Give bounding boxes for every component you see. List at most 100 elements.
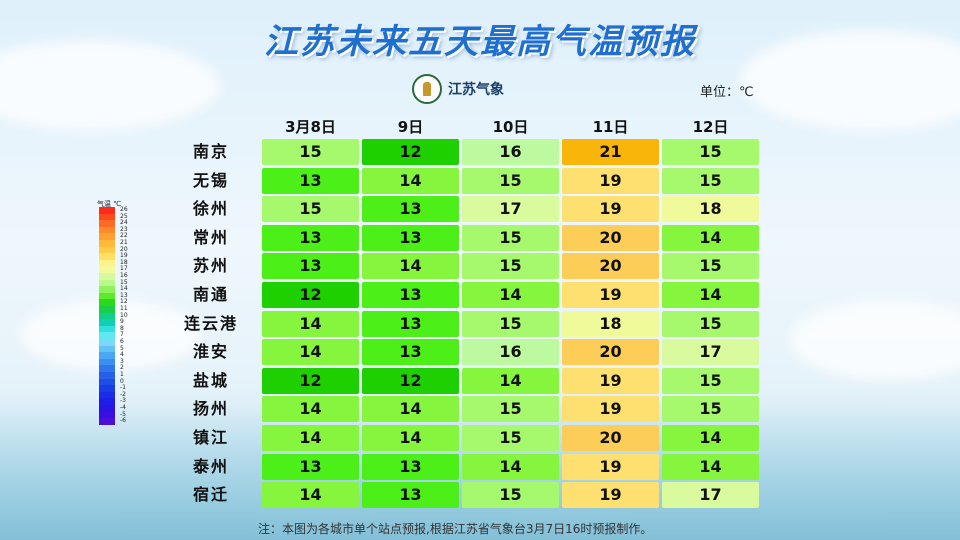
legend-color-step [99, 286, 115, 293]
temperature-cell: 15 [262, 139, 359, 165]
temperature-cell: 13 [362, 224, 459, 251]
legend-label: 17 [120, 265, 128, 273]
day-header: 3月8日 [285, 118, 336, 136]
legend-color-step [99, 405, 115, 412]
legend-color-step [99, 339, 115, 346]
legend-label: 15 [120, 278, 128, 286]
legend-color-step [99, 358, 115, 366]
legend-label: 8 [120, 324, 124, 332]
legend-color-step [99, 233, 115, 240]
temperature-cell: 16 [462, 339, 559, 366]
temperature-cell: 15 [462, 224, 559, 251]
legend-label: 4 [120, 351, 124, 359]
temperature-cell: 14 [362, 425, 459, 451]
temperature-cell: 14 [662, 425, 759, 451]
temperature-cell: 14 [462, 367, 559, 394]
legend-label: 21 [120, 239, 128, 246]
legend-color-step [99, 226, 115, 234]
legend-label: 9 [120, 318, 124, 326]
temperature-cell: 19 [562, 453, 659, 480]
legend-color-step [99, 273, 115, 280]
legend-title: 气温 ℃ [97, 200, 122, 208]
temperature-cell: 19 [562, 196, 659, 223]
temperature-cell: 15 [662, 367, 759, 394]
temperature-cell: 14 [662, 224, 759, 251]
legend-label: 2 [120, 364, 124, 372]
day-header: 11日 [592, 118, 629, 136]
legend-color-step [99, 398, 115, 405]
temperature-cell: 13 [362, 310, 459, 337]
city-label: 扬州 [192, 399, 229, 419]
logo: 江苏气象 [412, 74, 504, 104]
legend-label: 13 [120, 291, 128, 299]
legend-label: 11 [120, 305, 128, 312]
legend-label: 7 [120, 331, 124, 339]
temperature-cell: 13 [262, 224, 359, 251]
city-label: 淮安 [192, 342, 229, 362]
temperature-cell: 20 [562, 224, 659, 251]
temperature-cell: 16 [462, 139, 559, 165]
temperature-cell: 14 [462, 453, 559, 480]
legend-label: 0 [120, 377, 124, 385]
temperature-cell: 15 [662, 310, 759, 337]
background-cloud [0, 40, 220, 130]
legend-color-step [99, 279, 115, 287]
temperature-cell: 14 [362, 253, 459, 280]
temperature-cell: 14 [262, 396, 359, 423]
temperature-cell: 15 [462, 167, 559, 194]
temperature-cell: 12 [262, 282, 359, 308]
city-label: 盐城 [192, 370, 229, 390]
city-label: 苏州 [192, 256, 229, 276]
temperature-cell: 13 [362, 196, 459, 223]
legend-color-step [99, 292, 115, 300]
temperature-cell: 13 [362, 339, 459, 366]
city-label: 连云港 [183, 313, 238, 333]
temperature-cell: 13 [362, 482, 459, 509]
city-label: 南京 [192, 142, 229, 161]
temperature-cell: 17 [462, 196, 559, 223]
temperature-cell: 12 [262, 367, 359, 394]
temperature-cell: 13 [262, 253, 359, 280]
temperature-cell: 15 [462, 310, 559, 337]
legend-label: -1 [120, 384, 126, 392]
city-label: 泰州 [192, 456, 229, 476]
footnote: 注：本图为各城市单个站点预报,根据江苏省气象台3月7日16时预报制作。 [258, 522, 653, 536]
legend-color-step [99, 372, 115, 379]
legend-color-step [99, 220, 115, 227]
legend-label: -6 [120, 417, 126, 425]
temperature-cell: 17 [662, 482, 759, 509]
legend-color-step [99, 325, 115, 333]
legend-color-step [99, 411, 115, 419]
legend-color-step [99, 240, 115, 247]
legend-label: 6 [120, 338, 124, 345]
temperature-cell: 15 [662, 396, 759, 423]
legend-color-step [99, 266, 115, 273]
background-cloud [740, 30, 960, 130]
temperature-cell: 20 [562, 339, 659, 366]
legend-color-step [99, 246, 115, 254]
legend-label: 5 [120, 344, 124, 352]
legend-color-step [99, 259, 115, 267]
temperature-cell: 15 [662, 139, 759, 165]
temperature-cell: 18 [662, 196, 759, 223]
temperature-cell: 13 [362, 453, 459, 480]
legend-color-step [99, 299, 115, 306]
temperature-cell: 15 [662, 253, 759, 280]
logo-text: 江苏气象 [448, 82, 504, 98]
city-label: 宿迁 [192, 485, 229, 505]
legend-color-step [99, 253, 115, 260]
legend-label: 24 [120, 219, 128, 227]
page-title: 江苏未来五天最高气温预报 [264, 22, 696, 62]
unit-label: 单位：℃ [700, 85, 754, 100]
legend-color-step [99, 378, 115, 386]
temperature-cell: 18 [562, 310, 659, 337]
legend-label: 10 [120, 311, 128, 319]
temperature-cell: 14 [362, 167, 459, 194]
legend-color-step [99, 332, 115, 339]
city-label: 徐州 [192, 199, 229, 219]
temperature-cell: 13 [262, 453, 359, 480]
city-label: 镇江 [192, 428, 229, 447]
temperature-cell: 15 [262, 196, 359, 223]
temperature-cell: 15 [662, 167, 759, 194]
temperature-cell: 13 [262, 167, 359, 194]
